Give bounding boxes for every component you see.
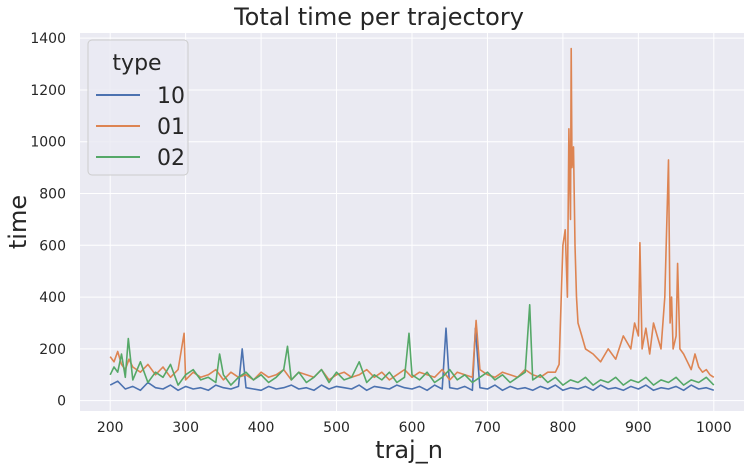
y-tick-label: 1200 (30, 83, 66, 99)
x-tick-label: 300 (172, 420, 199, 436)
series-line-01 (109, 47, 715, 381)
series-line-10 (109, 327, 715, 392)
x-tick-label: 200 (97, 420, 124, 436)
x-tick-label: 400 (248, 420, 275, 436)
chart-title: Total time per trajectory (233, 3, 524, 31)
x-axis-label: traj_n (375, 436, 443, 464)
x-tick-label: 600 (399, 420, 426, 436)
y-tick-label: 1000 (30, 135, 66, 151)
legend-items: 10 01 02 (96, 84, 185, 171)
x-tick-label: 1000 (696, 420, 732, 436)
x-tick-label: 700 (474, 420, 501, 436)
y-tick-label: 1400 (30, 31, 66, 47)
y-tick-labels: 0 200 400 600 800 1000 1200 1400 (30, 31, 66, 409)
x-tick-label: 900 (625, 420, 652, 436)
x-tick-labels: 200 300 400 500 600 700 800 900 1000 (97, 420, 732, 436)
legend-title: type (112, 51, 161, 76)
legend-box (87, 39, 189, 176)
grid-lines (80, 33, 744, 411)
y-axis-label: time (4, 195, 32, 249)
legend: type 10 01 02 (87, 39, 189, 176)
y-tick-label: 200 (39, 342, 66, 358)
y-tick-label: 600 (39, 238, 66, 254)
series-line-02 (109, 303, 715, 386)
y-tick-label: 400 (39, 290, 66, 306)
legend-label-01: 01 (157, 115, 185, 140)
series-lines (109, 47, 715, 392)
legend-label-02: 02 (157, 146, 185, 171)
y-tick-label: 800 (39, 187, 66, 203)
y-tick-label: 0 (57, 394, 66, 410)
x-tick-label: 500 (323, 420, 350, 436)
x-tick-label: 800 (550, 420, 577, 436)
legend-label-10: 10 (157, 84, 185, 109)
